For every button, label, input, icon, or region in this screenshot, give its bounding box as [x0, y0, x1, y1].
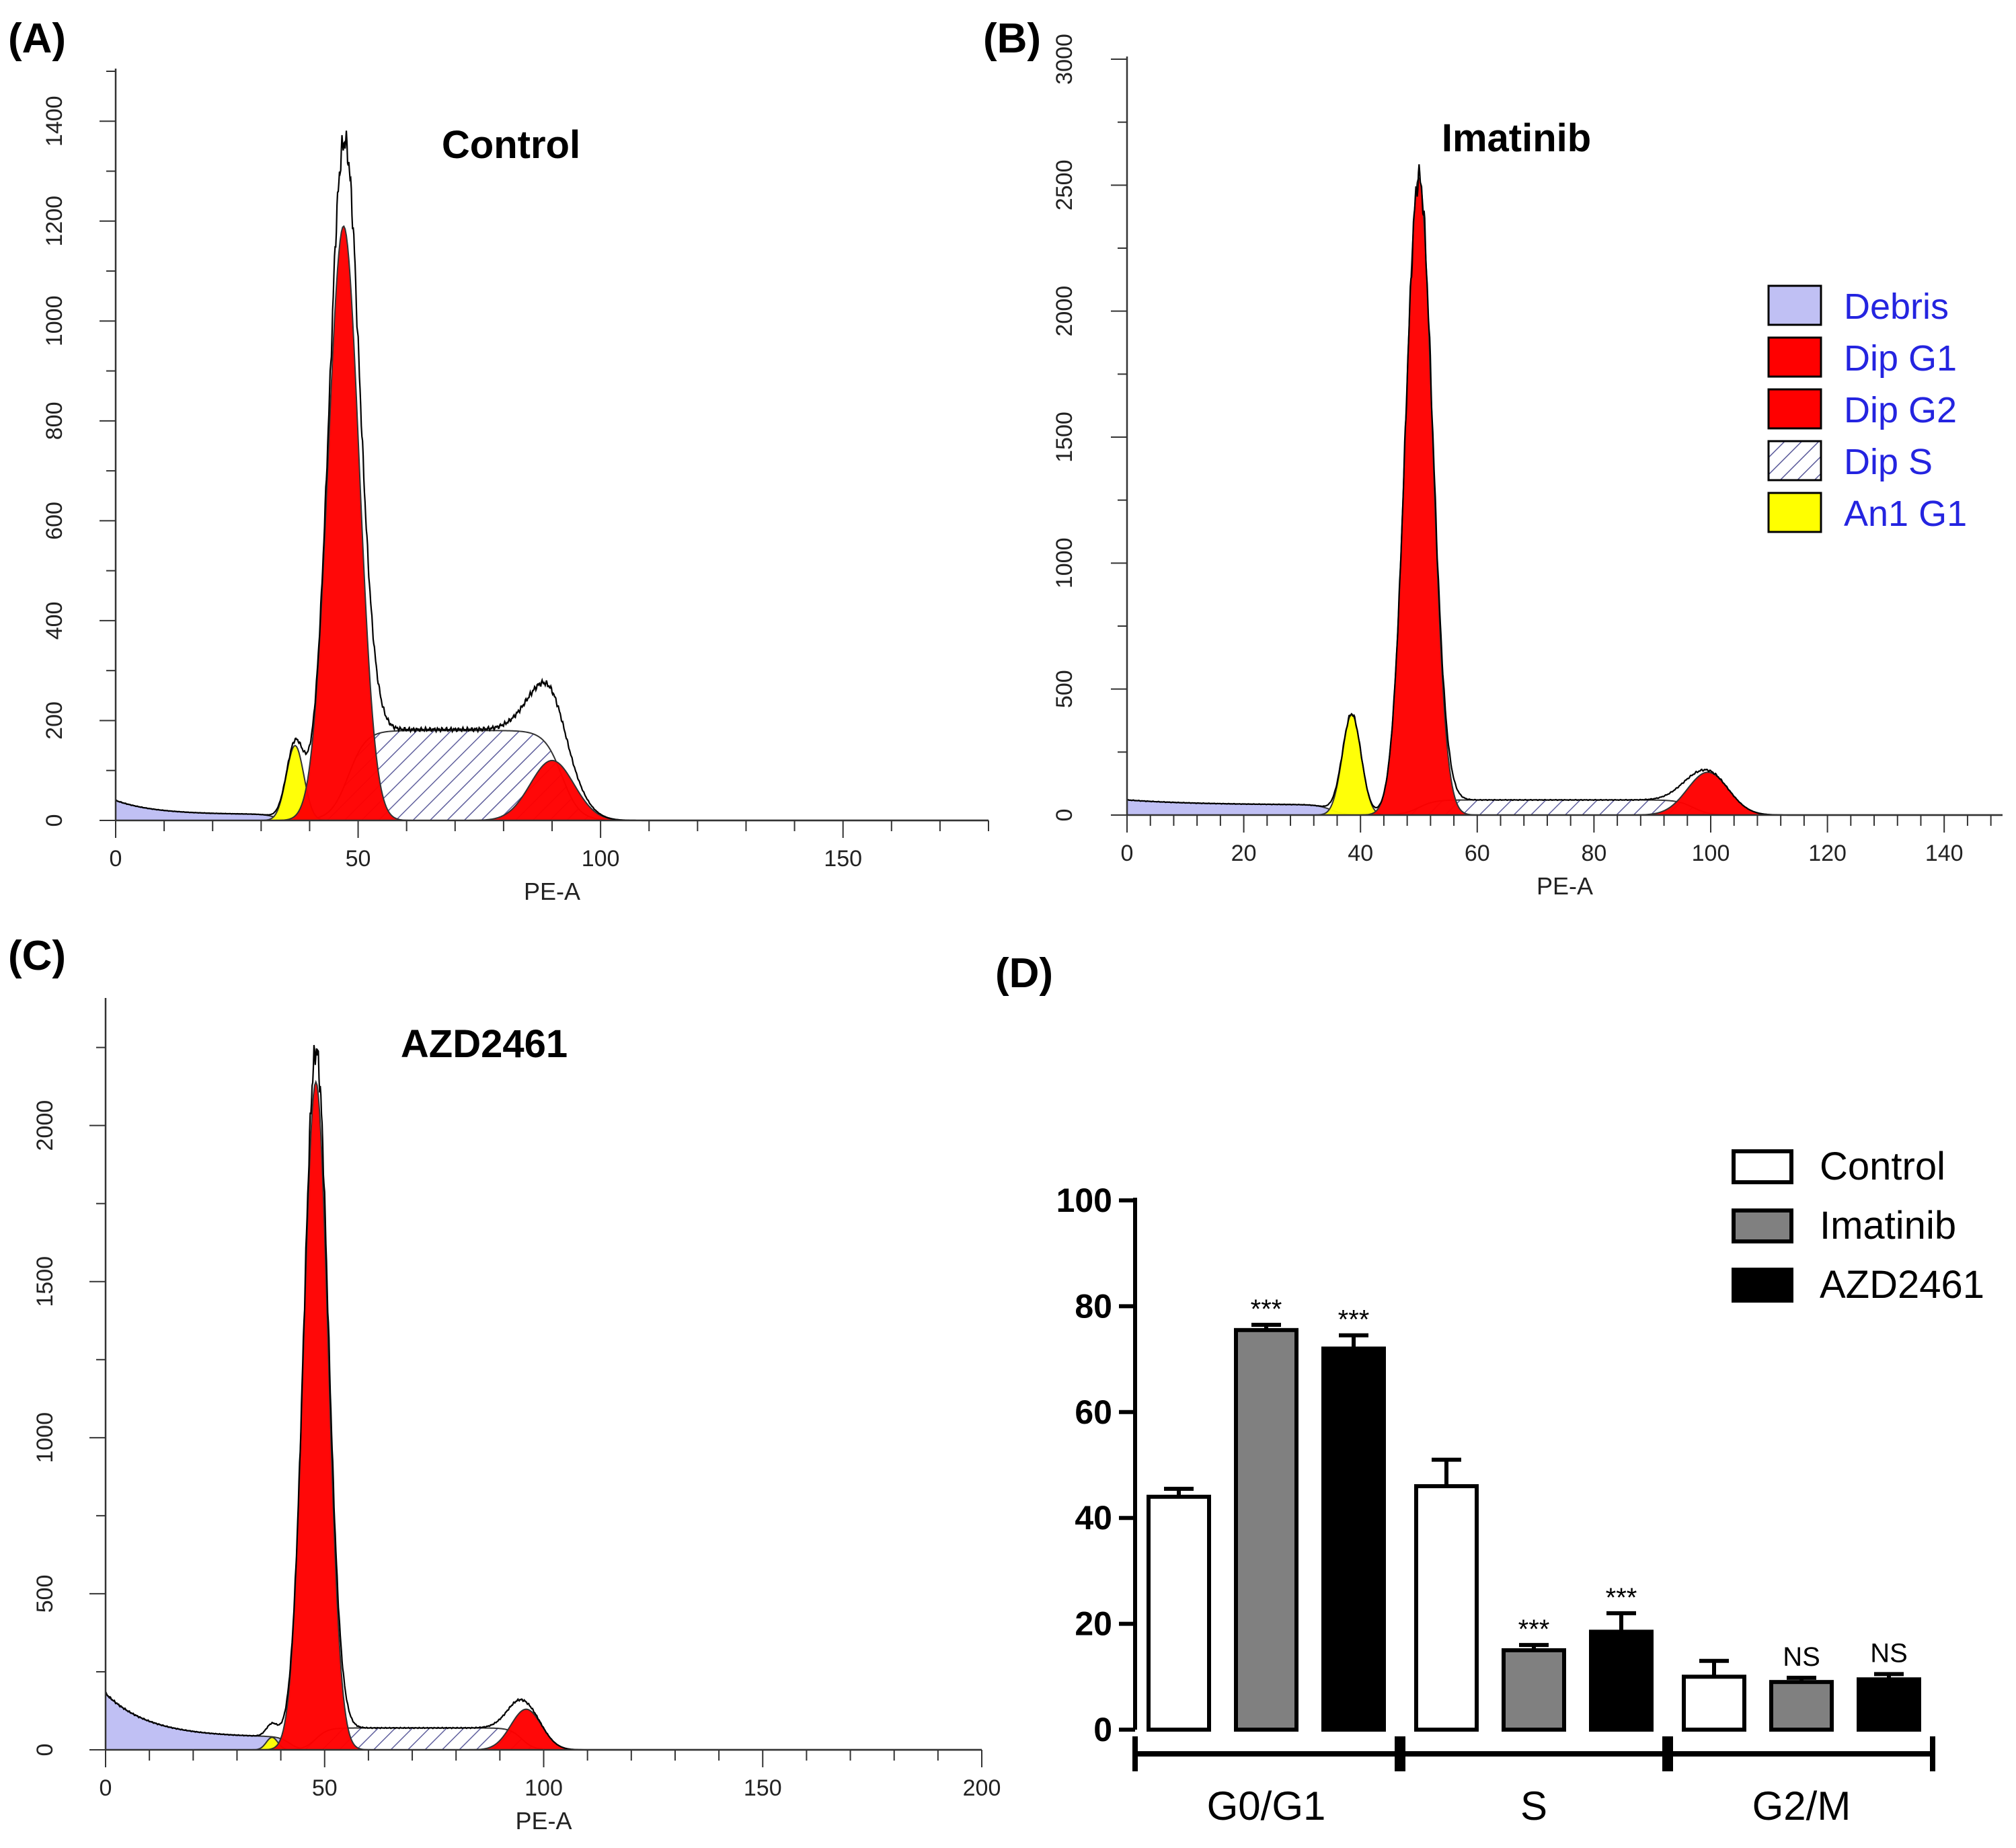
bar-control-s [1414, 1484, 1479, 1732]
control-y-tick-label: 1400 [42, 95, 67, 147]
bar-control-g2-m [1682, 1674, 1746, 1732]
bar-chart-cell-cycle: 0 20 40 60 80 100 *** *** NS *** *** NS G0/G1 S G2/M Co… [1056, 1145, 1984, 1828]
azd2461-y-tick-label: 1000 [32, 1412, 58, 1463]
panel-label-c: (C) [8, 933, 66, 979]
imatinib-y-tick-label: 1500 [1052, 412, 1077, 463]
control-y-tick-label: 1000 [42, 296, 67, 347]
panel-label-a: (A) [8, 15, 66, 62]
panel-label-b: (B) [983, 15, 1041, 62]
histogram-control: 0 50 100 150 0 200 400 600 800 1000 1200 1400 PE-A Co… [42, 69, 989, 905]
imatinib-x-tick-label: 40 [1348, 841, 1373, 866]
imatinib-envelope-line [1126, 164, 2003, 816]
azd2461-x-tick-label: 0 [100, 1775, 112, 1801]
azd2461-y-tick-label: 500 [32, 1575, 58, 1613]
control-title: Control [442, 123, 580, 167]
bar-y-tick-label: 0 [1093, 1711, 1112, 1748]
bar-azd2461-g0-g1 [1321, 1346, 1386, 1732]
category-label-g0-g1: G0/G1 [1207, 1783, 1326, 1828]
bar-legend-swatch-imatinib [1732, 1208, 1793, 1243]
control-x-tick-label: 50 [346, 846, 371, 872]
category-label-s: S [1520, 1783, 1547, 1828]
imatinib-y-tick-label: 2000 [1052, 286, 1077, 337]
imatinib-y-tick-label: 500 [1052, 670, 1077, 708]
control-envelope-line [115, 130, 988, 822]
control-y-tick-label: 800 [42, 401, 67, 440]
significance-azd2461-g0-g1: *** [1338, 1305, 1370, 1335]
bar-imatinib-g0-g1 [1234, 1327, 1298, 1732]
legend-swatch-dip-g1 [1767, 336, 1822, 378]
legend-label-dip-g1: Dip G1 [1844, 338, 1957, 379]
significance-azd2461-s: *** [1606, 1583, 1637, 1613]
azd2461-x-tick-label: 200 [963, 1775, 1001, 1801]
control-y-tick-label: 0 [42, 814, 67, 827]
imatinib-x-tick-label: 20 [1231, 841, 1257, 866]
bar-legend-label-control: Control [1820, 1145, 1945, 1188]
imatinib-x-tick-label: 120 [1808, 841, 1847, 866]
bar-azd2461-s [1589, 1629, 1654, 1732]
bar-y-tick-label: 40 [1075, 1499, 1112, 1537]
control-y-tick-label: 200 [42, 701, 67, 740]
imatinib-x-axis-label: PE-A [1537, 872, 1593, 900]
histogram-imatinib: 0 20 40 60 80 100 120 140 0 500 1000 1500 2000 2500 30… [1052, 34, 2003, 900]
bar-y-tick-label: 80 [1075, 1287, 1112, 1325]
phase-legend: Debris Dip G1 Dip G2 Dip S An1 G1 [1767, 284, 1967, 534]
category-label-g2-m: G2/M [1752, 1783, 1851, 1828]
bar-y-tick-label: 60 [1075, 1393, 1112, 1431]
legend-swatch-an1-g1 [1767, 492, 1822, 533]
bar-y-tick-label: 20 [1075, 1605, 1112, 1643]
control-y-tick-label: 600 [42, 502, 67, 540]
imatinib-y-tick-label: 2500 [1052, 160, 1077, 211]
azd2461-dip-g1-area [106, 1079, 982, 1750]
bar-legend-swatch-control [1732, 1149, 1793, 1184]
bar-imatinib-s [1502, 1648, 1566, 1732]
imatinib-title: Imatinib [1442, 116, 1591, 160]
control-y-tick-label: 400 [42, 602, 67, 640]
legend-label-an1-g1: An1 G1 [1844, 494, 1967, 534]
imatinib-x-tick-label: 100 [1692, 841, 1730, 866]
significance-azd2461-g2-m: NS [1870, 1638, 1908, 1668]
control-x-tick-label: 100 [582, 846, 620, 872]
bar-azd2461-g2-m [1857, 1677, 1921, 1732]
control-x-tick-label: 0 [110, 846, 122, 872]
legend-label-dip-s: Dip S [1844, 442, 1933, 482]
control-x-axis-label: PE-A [524, 878, 580, 905]
significance-imatinib-g2-m: NS [1783, 1642, 1820, 1672]
bar-control-g0-g1 [1147, 1494, 1211, 1732]
legend-label-debris: Debris [1844, 286, 1949, 327]
legend-swatch-dip-g2 [1767, 388, 1822, 430]
bar-y-tick-label: 100 [1056, 1182, 1112, 1219]
imatinib-x-tick-label: 140 [1925, 841, 1964, 866]
significance-imatinib-s: *** [1518, 1615, 1550, 1644]
control-dip-g2-area [116, 759, 988, 821]
azd2461-x-tick-label: 100 [525, 1775, 563, 1801]
imatinib-y-tick-label: 0 [1052, 809, 1077, 822]
control-dip-g1-area [116, 225, 988, 821]
panel-label-d: (D) [995, 950, 1053, 997]
imatinib-x-tick-label: 80 [1581, 841, 1606, 866]
azd2461-y-tick-label: 0 [32, 1744, 58, 1757]
azd2461-y-tick-label: 1500 [32, 1256, 58, 1307]
imatinib-x-tick-label: 0 [1121, 841, 1134, 866]
azd2461-x-axis-label: PE-A [515, 1807, 572, 1835]
bar-legend-label-azd2461: AZD2461 [1820, 1263, 1984, 1307]
legend-swatch-debris [1767, 284, 1822, 326]
imatinib-x-tick-label: 60 [1465, 841, 1490, 866]
azd2461-title: AZD2461 [401, 1022, 568, 1066]
azd2461-envelope-line [105, 1044, 982, 1751]
azd2461-x-tick-label: 150 [744, 1775, 782, 1801]
azd2461-y-tick-label: 2000 [32, 1100, 58, 1151]
significance-imatinib-g0-g1: *** [1251, 1295, 1282, 1324]
legend-swatch-dip-s [1767, 440, 1822, 482]
azd2461-x-tick-label: 50 [312, 1775, 338, 1801]
bar-imatinib-g2-m [1769, 1680, 1834, 1732]
legend-label-dip-g2: Dip G2 [1844, 390, 1957, 430]
imatinib-y-tick-label: 1000 [1052, 538, 1077, 589]
bar-legend-label-imatinib: Imatinib [1820, 1204, 1956, 1247]
bar-legend-swatch-azd2461 [1732, 1268, 1793, 1303]
control-x-tick-label: 150 [824, 846, 862, 872]
imatinib-y-tick-label: 3000 [1052, 34, 1077, 85]
control-y-tick-label: 1200 [42, 196, 67, 247]
